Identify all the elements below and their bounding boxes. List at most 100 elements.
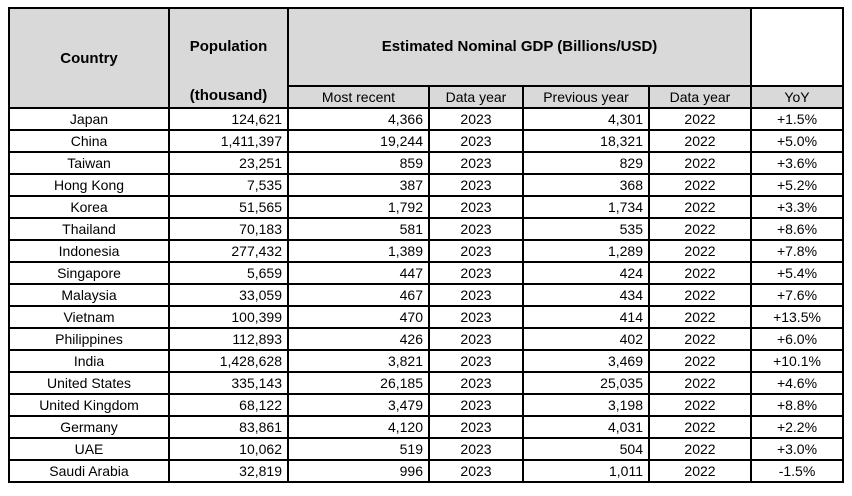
cell-gdp-previous: 25,035 xyxy=(522,371,650,395)
cell-gdp-most-recent: 426 xyxy=(287,327,430,351)
cell-data-year-recent: 2023 xyxy=(428,261,524,285)
cell-data-year-previous: 2022 xyxy=(648,437,752,461)
cell-country: China xyxy=(8,129,170,153)
cell-gdp-most-recent: 996 xyxy=(287,459,430,483)
cell-population: 10,062 xyxy=(168,437,289,461)
cell-gdp-most-recent: 1,389 xyxy=(287,239,430,263)
table-row: Japan 124,621 4,366 2023 4,301 2022 +1.5% xyxy=(8,107,844,131)
table-row: Taiwan 23,251 859 2023 829 2022 +3.6% xyxy=(8,151,844,175)
cell-country: United States xyxy=(8,371,170,395)
cell-data-year-recent: 2023 xyxy=(428,239,524,263)
cell-gdp-previous: 535 xyxy=(522,217,650,241)
cell-data-year-recent: 2023 xyxy=(428,283,524,307)
cell-data-year-previous: 2022 xyxy=(648,261,752,285)
cell-data-year-recent: 2023 xyxy=(428,305,524,329)
cell-yoy: +13.5% xyxy=(750,305,844,329)
cell-population: 23,251 xyxy=(168,151,289,175)
cell-population: 5,659 xyxy=(168,261,289,285)
cell-gdp-most-recent: 3,479 xyxy=(287,393,430,417)
table-row: Indonesia 277,432 1,389 2023 1,289 2022 +7.8% xyxy=(8,239,844,263)
cell-gdp-previous: 504 xyxy=(522,437,650,461)
cell-yoy: +8.6% xyxy=(750,217,844,241)
cell-data-year-previous: 2022 xyxy=(648,371,752,395)
cell-data-year-previous: 2022 xyxy=(648,459,752,483)
cell-gdp-most-recent: 470 xyxy=(287,305,430,329)
cell-gdp-previous: 3,198 xyxy=(522,393,650,417)
table-row: Singapore 5,659 447 2023 424 2022 +5.4% xyxy=(8,261,844,285)
cell-yoy: +3.0% xyxy=(750,437,844,461)
cell-population: 1,428,628 xyxy=(168,349,289,373)
cell-yoy: +7.6% xyxy=(750,283,844,307)
cell-population: 68,122 xyxy=(168,393,289,417)
table-row: India 1,428,628 3,821 2023 3,469 2022 +10.1% xyxy=(8,349,844,373)
cell-country: Hong Kong xyxy=(8,173,170,197)
cell-country: Vietnam xyxy=(8,305,170,329)
cell-gdp-previous: 1,011 xyxy=(522,459,650,483)
gdp-population-table: Country Population (thousand) Estimated … xyxy=(8,7,844,483)
cell-country: Malaysia xyxy=(8,283,170,307)
cell-yoy: +4.6% xyxy=(750,371,844,395)
cell-population: 335,143 xyxy=(168,371,289,395)
col-header-most-recent: Most recent xyxy=(287,84,430,110)
cell-data-year-recent: 2023 xyxy=(428,327,524,351)
cell-yoy: +8.8% xyxy=(750,393,844,417)
cell-country: Japan xyxy=(8,107,170,131)
cell-gdp-previous: 18,321 xyxy=(522,129,650,153)
cell-gdp-most-recent: 4,120 xyxy=(287,415,430,439)
cell-population: 33,059 xyxy=(168,283,289,307)
cell-population: 100,399 xyxy=(168,305,289,329)
cell-yoy: +5.2% xyxy=(750,173,844,197)
table-row: Germany 83,861 4,120 2023 4,031 2022 +2.2% xyxy=(8,415,844,439)
cell-data-year-recent: 2023 xyxy=(428,349,524,373)
cell-gdp-most-recent: 4,366 xyxy=(287,107,430,131)
col-header-population-line1: Population xyxy=(189,37,268,55)
cell-country: Singapore xyxy=(8,261,170,285)
cell-yoy: +3.6% xyxy=(750,151,844,175)
table-row: Hong Kong 7,535 387 2023 368 2022 +5.2% xyxy=(8,173,844,197)
cell-country: UAE xyxy=(8,437,170,461)
cell-data-year-previous: 2022 xyxy=(648,129,752,153)
cell-gdp-previous: 368 xyxy=(522,173,650,197)
cell-gdp-most-recent: 3,821 xyxy=(287,349,430,373)
col-header-data-year-2: Data year xyxy=(648,84,752,110)
cell-country: India xyxy=(8,349,170,373)
cell-population: 112,893 xyxy=(168,327,289,351)
cell-population: 83,861 xyxy=(168,415,289,439)
cell-gdp-most-recent: 519 xyxy=(287,437,430,461)
cell-yoy: +5.0% xyxy=(750,129,844,153)
cell-gdp-previous: 434 xyxy=(522,283,650,307)
col-header-population-line2: (thousand) xyxy=(189,86,268,104)
cell-yoy: +10.1% xyxy=(750,349,844,373)
cell-population: 277,432 xyxy=(168,239,289,263)
cell-gdp-previous: 3,469 xyxy=(522,349,650,373)
cell-population: 7,535 xyxy=(168,173,289,197)
cell-data-year-recent: 2023 xyxy=(428,151,524,175)
cell-gdp-previous: 829 xyxy=(522,151,650,175)
cell-data-year-previous: 2022 xyxy=(648,305,752,329)
cell-data-year-previous: 2022 xyxy=(648,173,752,197)
cell-country: Indonesia xyxy=(8,239,170,263)
cell-population: 1,411,397 xyxy=(168,129,289,153)
cell-data-year-previous: 2022 xyxy=(648,327,752,351)
cell-gdp-most-recent: 581 xyxy=(287,217,430,241)
cell-data-year-recent: 2023 xyxy=(428,217,524,241)
cell-data-year-previous: 2022 xyxy=(648,217,752,241)
cell-gdp-most-recent: 1,792 xyxy=(287,195,430,219)
table-row: United States 335,143 26,185 2023 25,035 2022… xyxy=(8,371,844,395)
cell-gdp-most-recent: 859 xyxy=(287,151,430,175)
cell-gdp-previous: 1,289 xyxy=(522,239,650,263)
cell-gdp-previous: 424 xyxy=(522,261,650,285)
cell-yoy: +7.8% xyxy=(750,239,844,263)
cell-data-year-previous: 2022 xyxy=(648,283,752,307)
cell-population: 32,819 xyxy=(168,459,289,483)
header-row-sub: Most recent Data year Previous year Data… xyxy=(9,84,844,110)
cell-country: Philippines xyxy=(8,327,170,351)
cell-data-year-previous: 2022 xyxy=(648,107,752,131)
cell-data-year-recent: 2023 xyxy=(428,107,524,131)
table-row: Korea 51,565 1,792 2023 1,734 2022 +3.3% xyxy=(8,195,844,219)
cell-gdp-previous: 414 xyxy=(522,305,650,329)
cell-yoy: +2.2% xyxy=(750,415,844,439)
cell-gdp-most-recent: 19,244 xyxy=(287,129,430,153)
cell-population: 51,565 xyxy=(168,195,289,219)
